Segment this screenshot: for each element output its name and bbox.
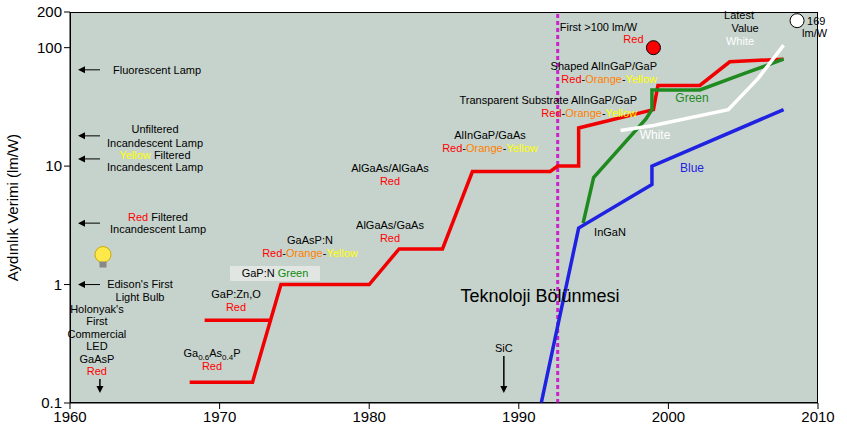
svg-text:GaAsP:N: GaAsP:N — [287, 234, 333, 246]
svg-text:Green: Green — [675, 91, 708, 105]
svg-text:1970: 1970 — [203, 408, 236, 425]
svg-text:LED: LED — [86, 340, 107, 352]
svg-text:Red-Orange-Yellow: Red-Orange-Yellow — [262, 247, 358, 259]
svg-text:GaAsP: GaAsP — [79, 353, 114, 365]
svg-text:Red: Red — [202, 360, 222, 372]
svg-text:Blue: Blue — [680, 161, 704, 175]
svg-text:Incandescent Lamp: Incandescent Lamp — [107, 161, 203, 173]
svg-text:Red: Red — [380, 175, 400, 187]
svg-text:Latest: Latest — [724, 9, 754, 21]
svg-text:White: White — [640, 128, 671, 142]
svg-text:Commercial: Commercial — [68, 328, 127, 340]
svg-text:Ga0.6As0.4P: Ga0.6As0.4P — [183, 347, 240, 362]
svg-text:Value: Value — [731, 22, 758, 34]
svg-text:AlGaAs/AlGaAs: AlGaAs/AlGaAs — [351, 162, 429, 174]
svg-text:SiC: SiC — [495, 342, 513, 354]
svg-text:Fluorescent Lamp: Fluorescent Lamp — [113, 64, 201, 76]
svg-text:Red-Orange-Yellow: Red-Orange-Yellow — [541, 107, 637, 119]
svg-text:1990: 1990 — [502, 408, 535, 425]
svg-text:Red: Red — [623, 33, 643, 45]
svg-text:AlInGaP/GaAs: AlInGaP/GaAs — [454, 129, 526, 141]
svg-text:GaP:N Green: GaP:N Green — [242, 267, 309, 279]
svg-text:Yellow Filtered: Yellow Filtered — [119, 149, 190, 161]
svg-text:Red: Red — [87, 365, 107, 377]
svg-text:First: First — [86, 315, 107, 327]
svg-text:Holonyak's: Holonyak's — [70, 303, 124, 315]
svg-text:Red Filtered: Red Filtered — [128, 211, 188, 223]
svg-text:1: 1 — [54, 276, 62, 293]
svg-text:200: 200 — [37, 3, 62, 20]
svg-text:White: White — [726, 35, 754, 47]
svg-text:Unfiltered: Unfiltered — [131, 123, 178, 135]
svg-text:Light Bulb: Light Bulb — [116, 291, 165, 303]
svg-text:169: 169 — [807, 15, 825, 27]
svg-text:Teknoloji Bölünmesi: Teknoloji Bölünmesi — [460, 286, 619, 306]
svg-text:2010: 2010 — [801, 408, 834, 425]
svg-text:1980: 1980 — [353, 408, 386, 425]
svg-text:100: 100 — [37, 39, 62, 56]
svg-text:Transparent Substrate AlInGaP/: Transparent Substrate AlInGaP/GaP — [459, 94, 637, 106]
svg-text:Red: Red — [380, 232, 400, 244]
svg-text:lm/W: lm/W — [802, 27, 828, 39]
svg-text:Incandescent Lamp: Incandescent Lamp — [110, 223, 206, 235]
svg-text:Red: Red — [226, 301, 246, 313]
svg-text:Shaped AlInGaP/GaP: Shaped AlInGaP/GaP — [551, 60, 657, 72]
svg-text:GaP:Zn,O: GaP:Zn,O — [211, 288, 261, 300]
svg-text:Red-Orange-Yellow: Red-Orange-Yellow — [561, 73, 657, 85]
svg-text:10: 10 — [45, 157, 62, 174]
svg-text:Edison's First: Edison's First — [107, 278, 173, 290]
svg-text:Aydınlık Verimi (lm/W): Aydınlık Verimi (lm/W) — [8, 134, 21, 281]
svg-text:Incandescent Lamp: Incandescent Lamp — [107, 137, 203, 149]
svg-text:2000: 2000 — [652, 408, 685, 425]
svg-text:First >100 lm/W: First >100 lm/W — [560, 21, 638, 33]
svg-text:0.1: 0.1 — [41, 394, 62, 411]
svg-text:InGaN: InGaN — [594, 226, 626, 238]
svg-text:AlGaAs/GaAs: AlGaAs/GaAs — [356, 219, 424, 231]
svg-text:1960: 1960 — [53, 407, 87, 425]
svg-text:Red-Orange-Yellow: Red-Orange-Yellow — [442, 142, 538, 154]
